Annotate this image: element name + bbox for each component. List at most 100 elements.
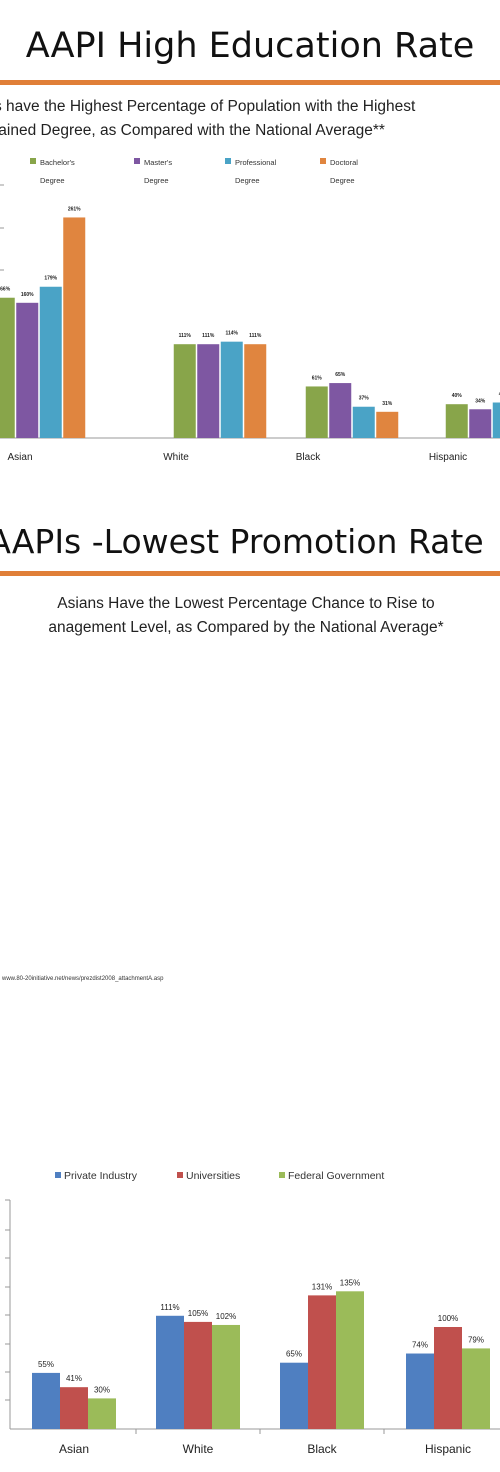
chart-title: s have the Highest Percentage of Populat…: [0, 95, 494, 143]
bar-asian-universities: [60, 1387, 88, 1429]
bar-black-bachelor-s-degree: [305, 386, 328, 438]
chart-title-line-1: s have the Highest Percentage of Populat…: [0, 98, 416, 115]
bar-white-doctoral-degree: [244, 344, 267, 438]
data-label: 179%: [44, 276, 57, 282]
data-label: 41%: [66, 1374, 82, 1383]
category-label-white: White: [183, 1442, 214, 1456]
bar-hispanic-bachelor-s-degree: [445, 404, 468, 438]
category-label-hispanic: Hispanic: [425, 1442, 471, 1456]
bar-hispanic-professional-degree: [492, 402, 500, 438]
data-label: 131%: [312, 1282, 332, 1291]
promotion-bar-chart: Private Industry Universities Federal Gove…: [5, 1170, 500, 1456]
bar-asian-private-industry: [32, 1372, 60, 1429]
slide-title: AAPIs -Lowest Promotion Rate: [0, 522, 484, 561]
category-label-asian: Asian: [59, 1442, 89, 1456]
bar-hispanic-federal-government: [462, 1348, 490, 1429]
data-label: 79%: [468, 1335, 484, 1344]
slide-promotion: AAPIs -Lowest Promotion Rate Asians Have…: [0, 500, 500, 1456]
data-label: 42%: [499, 392, 500, 398]
title-rule: [0, 80, 500, 85]
bar-white-universities: [184, 1321, 212, 1429]
bar-white-bachelor-s-degree: [173, 344, 196, 438]
chart-title: Asians Have the Lowest Percentage Chance…: [0, 592, 496, 640]
bar-black-professional-degree: [352, 406, 375, 438]
legend-label: Degree: [330, 176, 355, 185]
data-label: 37%: [359, 396, 370, 402]
data-label: 166%: [0, 287, 11, 293]
data-label: 65%: [335, 372, 346, 378]
category-label-asian: Asian: [7, 452, 32, 463]
bar-asian-professional-degree: [39, 286, 62, 438]
legend-label: Degree: [235, 176, 260, 185]
chart-title-line-2: anagement Level, as Compared by the Nati…: [48, 619, 444, 636]
legend-item-bachelor-s-degree: Bachelor's Degree: [30, 158, 75, 185]
category-label-hispanic: Hispanic: [429, 452, 467, 463]
bar-hispanic-master-s-degree: [469, 409, 492, 438]
category-label-white: White: [163, 452, 189, 463]
legend-swatch: [55, 1172, 61, 1178]
legend-swatch: [177, 1172, 183, 1178]
bar-white-federal-government: [212, 1324, 240, 1429]
category-label-black: Black: [296, 452, 321, 463]
legend-label: Doctoral: [330, 158, 358, 167]
bar-asian-master-s-degree: [16, 302, 39, 438]
chart-title-line-1: Asians Have the Lowest Percentage Chance…: [57, 595, 435, 612]
data-label: 74%: [412, 1341, 428, 1350]
data-label: 34%: [475, 398, 486, 404]
legend-label: Universities: [186, 1170, 240, 1182]
bar-white-private-industry: [156, 1315, 184, 1429]
data-label: 61%: [312, 375, 323, 381]
bar-black-private-industry: [280, 1362, 308, 1429]
bar-black-universities: [308, 1295, 336, 1429]
legend-label: Degree: [144, 176, 169, 185]
bar-asian-bachelor-s-degree: [0, 297, 15, 438]
source-url: www.80-20initiative.net/news/prezdist200…: [2, 976, 164, 982]
legend-swatch: [134, 158, 140, 164]
legend-label: Private Industry: [64, 1170, 138, 1182]
legend-item-private-industry: Private Industry: [55, 1170, 138, 1182]
data-label: 111%: [249, 333, 262, 339]
slide-education: AAPI High Education Rate s have the High…: [0, 0, 500, 500]
legend-label: Professional: [235, 158, 277, 167]
data-label: 102%: [216, 1312, 236, 1321]
data-label: 111%: [202, 333, 215, 339]
data-label: 111%: [179, 333, 192, 339]
bar-black-federal-government: [336, 1291, 364, 1429]
legend-swatch: [279, 1172, 285, 1178]
bar-asian-doctoral-degree: [63, 217, 86, 438]
title-rule: [0, 571, 500, 576]
bar-white-master-s-degree: [197, 344, 220, 438]
legend-swatch: [30, 158, 36, 164]
chart-title-line-2: tained Degree, as Compared with the Nati…: [0, 122, 385, 139]
data-label: 40%: [452, 393, 463, 399]
data-label: 55%: [38, 1360, 54, 1369]
data-label: 65%: [286, 1350, 302, 1359]
bar-hispanic-private-industry: [406, 1353, 434, 1429]
legend-swatch: [320, 158, 326, 164]
data-label: 261%: [68, 206, 81, 212]
legend-label: Degree: [40, 176, 65, 185]
data-label: 105%: [188, 1309, 208, 1318]
legend-item-professional-degree: Professional Degree: [225, 158, 277, 185]
legend-item-universities: Universities: [177, 1170, 240, 1182]
legend-label: Bachelor's: [40, 158, 75, 167]
data-label: 135%: [340, 1278, 360, 1287]
category-label-black: Black: [307, 1442, 337, 1456]
data-label: 31%: [382, 401, 393, 407]
legend-item-federal-government: Federal Government: [279, 1170, 384, 1182]
data-label: 160%: [21, 292, 34, 298]
education-bar-chart: Bachelor'sDegreeMaster'sDegreeProfession…: [0, 158, 500, 463]
bar-asian-federal-government: [88, 1398, 116, 1429]
legend-label: Master's: [144, 158, 172, 167]
data-label: 100%: [438, 1314, 458, 1323]
legend-item-master-s-degree: Master's Degree: [134, 158, 172, 185]
bar-hispanic-universities: [434, 1327, 462, 1429]
data-label: 30%: [94, 1385, 110, 1394]
data-label: 114%: [225, 331, 238, 337]
legend-item-doctoral-degree: Doctoral Degree: [320, 158, 358, 185]
bar-black-doctoral-degree: [376, 411, 399, 438]
legend-swatch: [225, 158, 231, 164]
bar-black-master-s-degree: [329, 383, 352, 438]
legend-label: Federal Government: [288, 1170, 384, 1182]
slide-title: AAPI High Education Rate: [25, 26, 475, 66]
